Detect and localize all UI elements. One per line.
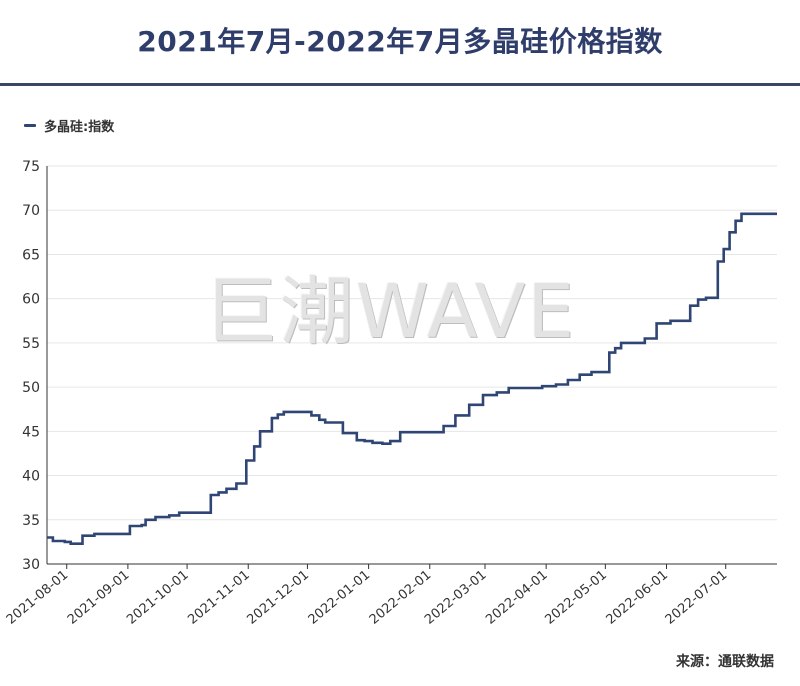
y-tick-label: 40 (22, 469, 40, 485)
legend-swatch (24, 124, 36, 127)
x-tick-label: 2022-04-01 (483, 568, 551, 628)
y-tick-label: 35 (22, 513, 40, 529)
y-tick-label: 45 (22, 424, 40, 440)
y-tick-label: 60 (22, 292, 40, 308)
x-tick-label: 2021-11-01 (185, 568, 253, 628)
x-tick-label: 2021-10-01 (124, 568, 192, 628)
series-layer (47, 212, 777, 545)
tick-labels: 30 35 40 45 50 55 60 65 70 75 2021-08-012021-09-01… (4, 159, 730, 628)
y-tick-label: 70 (22, 203, 40, 219)
title-divider (0, 83, 800, 86)
y-tick-label: 65 (22, 247, 40, 263)
x-tick-label: 2021-12-01 (244, 568, 312, 628)
legend-label: 多晶硅:指数 (44, 120, 115, 135)
series-line (47, 212, 777, 545)
axes (46, 166, 777, 569)
x-tick-label: 2021-09-01 (65, 568, 133, 628)
x-tick-label: 2022-06-01 (604, 568, 672, 628)
y-tick-label: 75 (22, 159, 40, 175)
chart-title: 2021年7月-2022年7月多晶硅价格指数 (137, 25, 663, 58)
x-tick-label: 2022-07-01 (663, 568, 731, 628)
x-tick-label: 2022-01-01 (306, 568, 374, 628)
y-tick-label: 30 (22, 557, 40, 573)
y-tick-label: 55 (22, 336, 40, 352)
chart-legend[interactable]: 多晶硅:指数 (24, 116, 114, 135)
source-note: 来源：通联数据 (676, 654, 774, 670)
grid-lines (47, 165, 777, 521)
x-tick-label: 2021-08-01 (4, 568, 72, 628)
y-tick-label: 50 (22, 380, 40, 396)
x-tick-label: 2022-05-01 (542, 568, 610, 628)
